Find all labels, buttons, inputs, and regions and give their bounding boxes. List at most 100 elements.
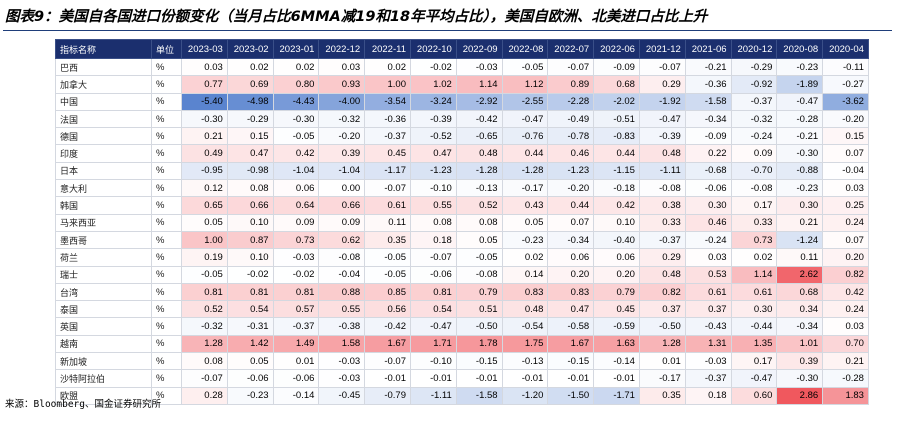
- value-cell: 0.03: [822, 317, 869, 336]
- value-cell: -0.36: [684, 75, 732, 94]
- value-cell: -0.06: [684, 179, 732, 198]
- value-cell: 0.17: [730, 352, 778, 371]
- value-cell: 0.83: [501, 282, 549, 302]
- row-unit: %: [151, 300, 182, 319]
- value-cell: 0.39: [318, 144, 366, 163]
- value-cell: 2.62: [776, 265, 824, 284]
- value-cell: 0.03: [181, 57, 228, 77]
- value-cell: 1.78: [455, 334, 503, 354]
- value-cell: 1.14: [455, 75, 503, 94]
- table-row: 瑞士% -0.05 -0.02 -0.02 -0.04 -0.05 -0.06 -0.08 0.…: [55, 265, 869, 284]
- value-cell: 1.49: [272, 334, 320, 354]
- value-cell: 0.03: [684, 248, 732, 267]
- value-cell: -0.05: [364, 248, 411, 267]
- value-cell: -0.43: [684, 317, 732, 336]
- row-unit: %: [151, 265, 182, 284]
- value-cell: -0.37: [638, 230, 686, 250]
- value-cell: -0.59: [593, 317, 640, 336]
- value-cell: 0.30: [776, 196, 824, 215]
- value-cell: 0.08: [409, 213, 457, 232]
- value-cell: -0.08: [638, 179, 686, 198]
- value-cell: 0.37: [638, 300, 686, 319]
- value-cell: 0.44: [547, 196, 595, 215]
- row-unit: %: [151, 386, 182, 405]
- value-cell: -0.02: [226, 265, 274, 284]
- value-cell: -0.38: [318, 317, 366, 336]
- value-cell: -0.23: [776, 179, 824, 198]
- value-cell: -0.08: [455, 265, 503, 284]
- value-cell: -1.11: [409, 386, 457, 405]
- value-cell: -0.05: [501, 57, 549, 77]
- row-country-name: 英国: [55, 317, 152, 336]
- value-cell: 1.58: [318, 334, 366, 354]
- row-unit: %: [151, 196, 182, 215]
- value-cell: 0.54: [409, 300, 457, 319]
- value-cell: -0.23: [226, 386, 274, 405]
- value-cell: 0.02: [272, 57, 320, 77]
- value-cell: -0.05: [272, 127, 320, 146]
- value-cell: 0.02: [364, 57, 411, 77]
- value-cell: -0.20: [547, 179, 595, 198]
- value-cell: 0.66: [318, 196, 366, 215]
- value-cell: -0.83: [593, 127, 640, 146]
- value-cell: -4.43: [272, 92, 320, 111]
- value-cell: -1.23: [547, 161, 595, 181]
- value-cell: 1.28: [638, 334, 686, 354]
- header-date: 2023-01: [272, 39, 320, 59]
- value-cell: 0.80: [272, 75, 320, 94]
- value-cell: 0.28: [181, 386, 228, 405]
- value-cell: 0.08: [181, 352, 228, 371]
- value-cell: -0.23: [776, 57, 824, 77]
- row-unit: %: [151, 352, 182, 371]
- value-cell: 0.46: [547, 144, 595, 163]
- value-cell: 0.57: [272, 300, 320, 319]
- value-cell: -0.18: [593, 179, 640, 198]
- table-row: 越南% 1.28 1.42 1.49 1.58 1.67 1.71 1.78 1.75 1.67 1…: [55, 334, 869, 354]
- value-cell: -0.42: [364, 317, 411, 336]
- value-cell: -1.04: [318, 161, 366, 181]
- value-cell: -0.03: [455, 57, 503, 77]
- row-unit: %: [151, 213, 182, 232]
- value-cell: 0.48: [638, 144, 686, 163]
- value-cell: -0.14: [272, 386, 320, 405]
- value-cell: 0.15: [226, 127, 274, 146]
- value-cell: -0.01: [501, 369, 549, 388]
- value-cell: -0.28: [776, 109, 824, 129]
- value-cell: 0.03: [318, 57, 366, 77]
- value-cell: 0.39: [776, 352, 824, 371]
- value-cell: 0.61: [730, 282, 778, 302]
- value-cell: 1.28: [181, 334, 228, 354]
- value-cell: 0.89: [547, 75, 595, 94]
- value-cell: -0.09: [684, 127, 732, 146]
- value-cell: -1.89: [776, 75, 824, 94]
- value-cell: -0.32: [318, 109, 366, 129]
- value-cell: 0.03: [822, 179, 869, 198]
- header-date: 2022-08: [501, 39, 549, 59]
- value-cell: 0.47: [547, 300, 595, 319]
- value-cell: -0.01: [547, 369, 595, 388]
- value-cell: -1.23: [409, 161, 457, 181]
- value-cell: -0.03: [272, 248, 320, 267]
- row-unit: %: [151, 282, 182, 302]
- value-cell: 1.00: [364, 75, 411, 94]
- value-cell: 0.06: [547, 248, 595, 267]
- value-cell: -1.24: [776, 230, 824, 250]
- value-cell: 0.81: [181, 282, 228, 302]
- value-cell: -1.71: [593, 386, 640, 405]
- row-unit: %: [151, 144, 182, 163]
- value-cell: 0.42: [822, 282, 869, 302]
- value-cell: 0.82: [638, 282, 686, 302]
- value-cell: 0.69: [226, 75, 274, 94]
- value-cell: -2.28: [547, 92, 595, 111]
- value-cell: -0.30: [181, 109, 228, 129]
- value-cell: 0.45: [364, 144, 411, 163]
- value-cell: 0.81: [226, 282, 274, 302]
- value-cell: -0.01: [364, 369, 411, 388]
- value-cell: -0.51: [593, 109, 640, 129]
- value-cell: 0.64: [272, 196, 320, 215]
- value-cell: 0.24: [822, 213, 869, 232]
- value-cell: -1.17: [364, 161, 411, 181]
- value-cell: 0.49: [181, 144, 228, 163]
- value-cell: -0.49: [547, 109, 595, 129]
- value-cell: 0.47: [226, 144, 274, 163]
